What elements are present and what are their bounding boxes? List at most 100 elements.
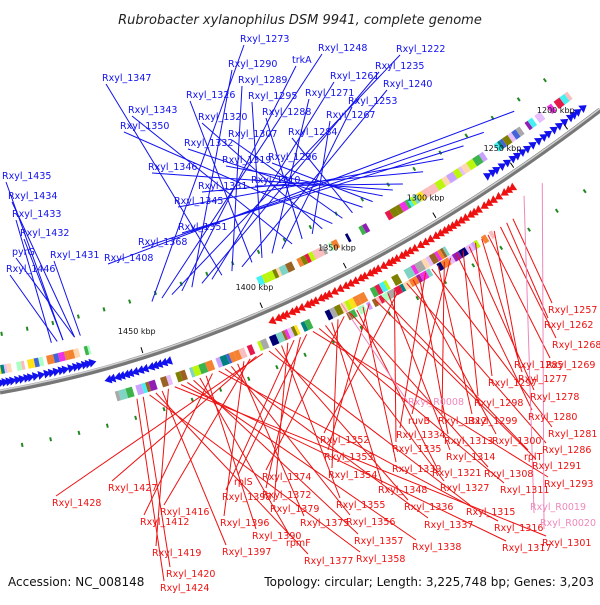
- forward-gene-label: Rxyl_1332: [184, 138, 233, 149]
- forward-gene-label: Rxyl_1320: [198, 112, 247, 123]
- reverse-gene-label: Rxyl_1339: [392, 464, 441, 475]
- ring-marker: [554, 208, 559, 213]
- reverse-gene-label: Rxyl_1358: [356, 554, 405, 565]
- kbp-tick-label: 1250 kbp: [484, 144, 522, 153]
- forward-gene-label: Rxyl_1289: [238, 75, 287, 86]
- reverse-gene-label: Rxyl_1321: [432, 468, 481, 479]
- ring-marker: [134, 415, 138, 421]
- reverse-gene-label: Rxyl_1398: [222, 492, 271, 503]
- reverse-gene-label: Rxyl_1278: [530, 392, 579, 403]
- leader-line: [105, 83, 223, 276]
- leader-line: [53, 260, 81, 336]
- ring-marker: [76, 314, 80, 319]
- genome-backbone: [0, 108, 600, 395]
- kbp-tick-mark: [259, 302, 263, 309]
- forward-gene-arrows-left: [0, 358, 97, 387]
- kbp-tick-label: 1200 kbp: [537, 106, 575, 115]
- ring-marker: [256, 249, 261, 255]
- forward-gene-label: Rxyl_1408: [104, 253, 153, 264]
- reverse-gene-label: Rxyl_1269: [546, 360, 595, 371]
- forward-gene-label: Rxyl_1271: [305, 88, 354, 99]
- forward-gene-label: Rxyl_1345: [174, 196, 223, 207]
- forward-gene-label: Rxyl_1261: [330, 71, 379, 82]
- leader-line: [187, 382, 417, 541]
- reverse-gene-label: Rxyl_1286: [542, 445, 591, 456]
- label-leader-lines: [5, 44, 557, 582]
- leader-line: [151, 172, 393, 191]
- ring-marker: [516, 97, 521, 102]
- leader-line: [331, 319, 339, 469]
- leader-line: [462, 250, 479, 397]
- leader-line: [412, 279, 497, 435]
- leader-line: [311, 120, 331, 235]
- leader-line: [163, 358, 251, 506]
- gene-labels: Rxyl_1273 Rxyl_1248 Rxyl_1222 trkA Rxyl_1290…: [2, 34, 600, 594]
- ring-marker: [464, 133, 469, 138]
- ring-marker: [582, 188, 587, 194]
- leader-line: [541, 183, 545, 530]
- reverse-gene-label: Rxyl_1334: [396, 430, 445, 441]
- kbp-tick-mark: [563, 124, 569, 130]
- leader-line: [225, 165, 383, 197]
- forward-gene-label: trkA: [292, 55, 312, 66]
- forward-gene-label: pyrG: [12, 247, 35, 258]
- reverse-gene-label: Rxyl_1314: [446, 452, 495, 463]
- leader-line: [111, 355, 257, 482]
- rna-gene-label: Rxyl_R0008: [408, 397, 464, 408]
- leader-line: [387, 293, 451, 451]
- ring-marker: [51, 320, 55, 326]
- leader-line: [431, 268, 553, 428]
- leader-line: [406, 282, 547, 444]
- leader-line: [15, 257, 75, 338]
- forward-gene-label: Rxyl_1296: [268, 152, 317, 163]
- leader-line: [281, 106, 353, 249]
- leader-line: [273, 342, 289, 503]
- kbp-tick-mark: [432, 212, 437, 219]
- forward-gene-label: Rxyl_1253: [348, 96, 397, 107]
- leader-line: [23, 238, 64, 341]
- feature-band-forward-left: [0, 345, 92, 375]
- reverse-gene-label: Rxyl_1291: [532, 461, 581, 472]
- leader-line: [149, 394, 361, 553]
- reverse-gene-label: Rxyl_1297: [488, 378, 537, 389]
- reverse-gene-label: Rxyl_1375: [300, 518, 349, 529]
- forward-gene-label: Rxyl_1267: [326, 110, 375, 121]
- leader-line: [187, 148, 363, 208]
- reverse-gene-label: Rxyl_1277: [518, 374, 567, 385]
- reverse-gene-label: Rxyl_1299: [468, 416, 517, 427]
- forward-gene-label: Rxyl_1248: [318, 43, 367, 54]
- reverse-gene-label: Rxyl_1353: [324, 452, 373, 463]
- reverse-gene-label: Rxyl_1390: [252, 531, 301, 542]
- reverse-gene-label: Rxyl_1313: [444, 436, 493, 447]
- reverse-gene-label: Rxyl_1300: [492, 436, 541, 447]
- kbp-tick-label: 1400 kbp: [236, 283, 274, 292]
- leader-line: [487, 234, 551, 359]
- forward-gene-label: Rxyl_1434: [8, 191, 57, 202]
- leader-line: [231, 139, 343, 219]
- reverse-gene-label: Rxyl_1285: [514, 360, 563, 371]
- genome-backbone-highlight: [0, 107, 600, 392]
- reverse-gene-label: Rxyl_1316: [494, 523, 543, 534]
- ring-marker: [412, 166, 417, 172]
- reverse-gene-label: Rxyl_1338: [412, 542, 461, 553]
- leader-line: [523, 195, 535, 514]
- leader-line: [201, 171, 424, 193]
- kbp-tick-mark: [509, 162, 515, 168]
- reverse-gene-label: Rxyl_1268: [552, 340, 600, 351]
- leader-line: [151, 44, 245, 302]
- leader-line: [356, 309, 437, 467]
- forward-gene-label: Rxyl_1351: [178, 222, 227, 233]
- reverse-gene-label: Rxyl_1428: [52, 498, 101, 509]
- ring-marker: [190, 397, 194, 403]
- leader-line: [55, 353, 264, 497]
- reverse-gene-label: Rxyl_1317: [502, 543, 551, 554]
- reverse-gene-label: Rxyl_1262: [544, 320, 593, 331]
- ring-marker: [49, 437, 53, 442]
- leader-line: [218, 370, 499, 522]
- leader-line: [181, 65, 297, 292]
- forward-gene-label: Rxyl_1310: [251, 175, 300, 186]
- leader-line: [268, 350, 471, 506]
- ring-marker: [102, 307, 106, 312]
